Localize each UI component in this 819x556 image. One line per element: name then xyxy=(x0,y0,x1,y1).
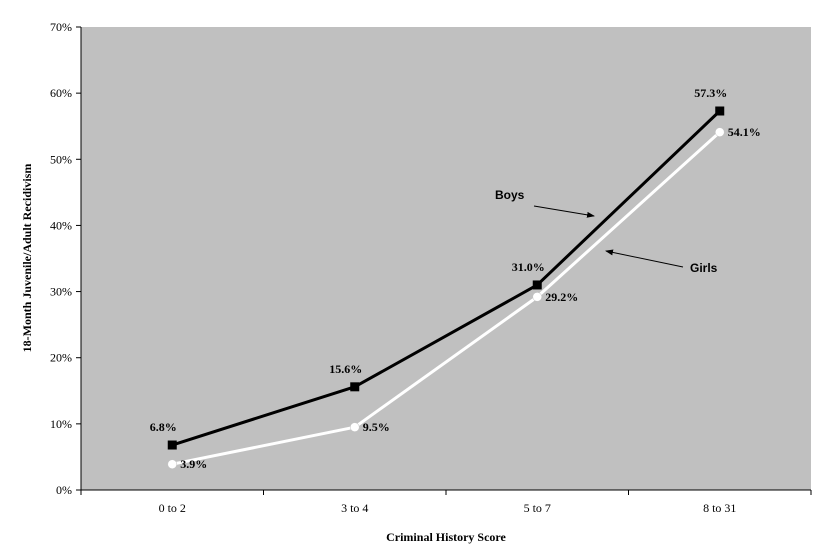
girls-data-label: 29.2% xyxy=(545,290,578,304)
girls-point xyxy=(715,127,725,137)
girls-line xyxy=(171,131,721,466)
y-tick-label: 70% xyxy=(50,20,72,34)
boys-line xyxy=(171,109,721,447)
girls-annotation: Girls xyxy=(605,249,718,275)
boys-data-label: 6.8% xyxy=(150,420,177,434)
plot-area xyxy=(81,27,811,490)
boys-point xyxy=(350,382,360,392)
y-tick-label: 0% xyxy=(56,483,72,497)
girls-annotation-label: Girls xyxy=(690,261,718,275)
girls-data-label: 9.5% xyxy=(363,420,390,434)
boys-data-label: 57.3% xyxy=(694,86,727,100)
boys-point xyxy=(532,280,542,290)
boys-data-label: 15.6% xyxy=(329,362,362,376)
y-tick-label: 20% xyxy=(50,351,72,365)
y-axis-title: 18-Month Juvenile/Adult Recidivism xyxy=(20,164,34,353)
y-tick-label: 50% xyxy=(50,152,72,166)
girls-point xyxy=(350,422,360,432)
y-tick-label: 40% xyxy=(50,218,72,232)
girls-data-label: 54.1% xyxy=(728,125,761,139)
girls-annotation-arrow xyxy=(605,249,684,268)
boys-annotation-label: Boys xyxy=(495,188,525,202)
boys-point xyxy=(715,106,725,116)
boys-annotation: Boys xyxy=(495,188,595,218)
boys-point xyxy=(167,440,177,450)
x-tick-label: 8 to 31 xyxy=(703,501,736,515)
x-axis-title: Criminal History Score xyxy=(386,530,506,544)
y-tick-label: 10% xyxy=(50,417,72,431)
x-tick-label: 5 to 7 xyxy=(524,501,551,515)
girls-data-label: 3.9% xyxy=(180,457,207,471)
boys-annotation-arrow xyxy=(533,205,595,218)
boys-data-label: 31.0% xyxy=(512,260,545,274)
girls-point xyxy=(532,292,542,302)
x-tick-label: 0 to 2 xyxy=(159,501,186,515)
y-tick-label: 30% xyxy=(50,285,72,299)
y-tick-label: 60% xyxy=(50,86,72,100)
x-tick-label: 3 to 4 xyxy=(341,501,368,515)
girls-point xyxy=(167,459,177,469)
